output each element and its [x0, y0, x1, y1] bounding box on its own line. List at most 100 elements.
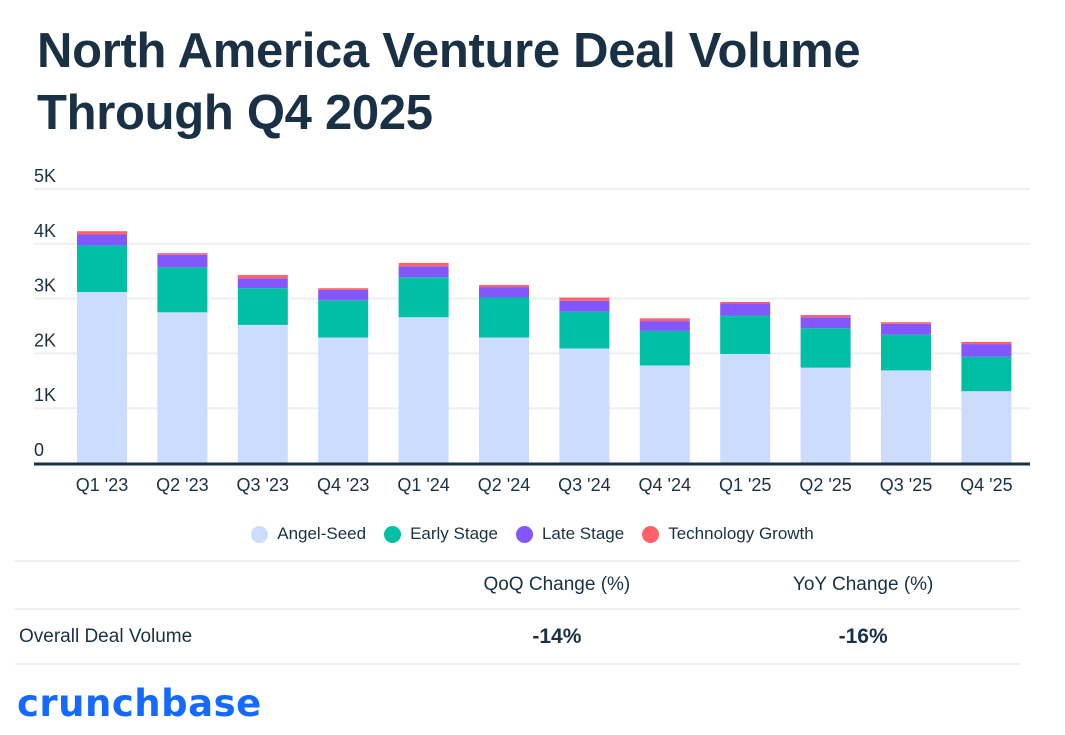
legend-swatch-icon	[251, 525, 269, 543]
legend-item: Technology Growth	[642, 524, 814, 544]
bar-segment-late-stage	[157, 254, 208, 268]
y-tick-label: 3K	[34, 276, 56, 296]
qoq-value: -14%	[532, 624, 582, 648]
legend-label: Angel-Seed	[277, 524, 367, 543]
row-label: Overall Deal Volume	[19, 625, 193, 647]
bar-segment-technology-growth	[881, 322, 931, 324]
legend-item: Early Stage	[384, 524, 498, 544]
yoy-value: -16%	[838, 624, 888, 648]
bar-segment-technology-growth	[559, 297, 610, 301]
table-row: Overall Deal Volume -14% -16%	[15, 608, 1020, 665]
bar-segment-late-stage	[961, 344, 1012, 357]
bar-segment-early-stage	[559, 311, 610, 349]
bar-segment-technology-growth	[318, 288, 369, 290]
bar-segment-early-stage	[157, 267, 208, 313]
bar-segment-angel-seed	[318, 337, 369, 463]
legend-swatch-icon	[515, 525, 533, 543]
x-tick-label: Q3 '23	[237, 475, 289, 495]
legend-item: Late Stage	[515, 524, 625, 544]
bar-segment-technology-growth	[720, 301, 771, 304]
bar-stack	[398, 262, 449, 463]
table-header-yoy: YoY Change (%)	[792, 574, 934, 595]
x-tick-label: Q2 '25	[799, 475, 851, 495]
bar-stack	[77, 231, 127, 463]
bar-segment-late-stage	[639, 321, 690, 331]
bar-segment-angel-seed	[237, 324, 288, 463]
bar-stack	[961, 341, 1012, 463]
y-tick-label: 5K	[34, 166, 56, 186]
bar-stack	[720, 301, 771, 463]
x-tick-label: Q3 '24	[558, 475, 610, 495]
table-header-row: QoQ Change (%) YoY Change (%)	[15, 560, 1020, 608]
legend-swatch-icon	[642, 525, 660, 543]
bar-segment-angel-seed	[639, 365, 690, 463]
x-axis-ticks: Q1 '23 Q2 '23 Q3 '23 Q4 '23 Q1 '24 Q2 '24 Q3 '…	[76, 475, 1013, 495]
bar-stack	[237, 275, 288, 463]
bar-stack	[800, 315, 851, 463]
bar-segment-late-stage	[800, 317, 851, 329]
table-header-qoq: QoQ Change (%)	[483, 574, 631, 595]
legend-label: Late Stage	[541, 524, 625, 543]
bar-segment-angel-seed	[77, 292, 127, 463]
x-tick-label: Q1 '24	[397, 475, 449, 495]
change-table: QoQ Change (%) YoY Change (%) Overall De…	[15, 560, 1020, 665]
bar-segment-technology-growth	[157, 253, 208, 255]
crunchbase-logo: crunchbase	[17, 682, 262, 725]
bar-stack	[559, 297, 610, 463]
x-tick-label: Q2 '23	[156, 475, 208, 495]
bar-segment-angel-seed	[720, 353, 771, 463]
bar-stack	[318, 288, 369, 463]
bar-stack	[639, 318, 690, 463]
bar-segment-late-stage	[881, 323, 931, 335]
bar-segment-early-stage	[961, 356, 1012, 392]
x-tick-label: Q4 '25	[960, 475, 1012, 495]
y-axis-ticks: 0 1K 2K 3K 4K 5K	[34, 166, 56, 460]
bar-segment-late-stage	[398, 266, 449, 278]
bar-segment-late-stage	[720, 303, 771, 316]
bar-segment-late-stage	[237, 278, 288, 289]
x-tick-label: Q4 '24	[639, 475, 691, 495]
bar-segment-technology-growth	[398, 262, 449, 267]
bar-segment-late-stage	[77, 234, 127, 246]
bar-segment-angel-seed	[157, 312, 208, 463]
bar-segment-angel-seed	[559, 348, 610, 463]
bar-segment-technology-growth	[479, 284, 529, 288]
bar-segment-early-stage	[639, 330, 690, 366]
bar-segment-technology-growth	[77, 231, 127, 235]
bar-segment-angel-seed	[881, 370, 931, 463]
bar-segment-late-stage	[479, 287, 529, 298]
bar-segment-technology-growth	[800, 315, 851, 318]
x-tick-label: Q3 '25	[880, 475, 932, 495]
x-tick-label: Q1 '23	[76, 475, 128, 495]
bar-segment-late-stage	[318, 289, 369, 301]
bar-segment-technology-growth	[961, 341, 1012, 345]
bar-segment-early-stage	[318, 300, 369, 338]
bar-segment-angel-seed	[961, 391, 1012, 463]
bar-segment-technology-growth	[237, 275, 288, 279]
bars	[77, 231, 1012, 463]
y-tick-label: 0	[34, 440, 44, 460]
bar-segment-angel-seed	[800, 367, 851, 463]
bar-segment-early-stage	[479, 297, 529, 338]
chart-title: North America Venture Deal Volume Throug…	[37, 24, 861, 140]
x-tick-label: Q2 '24	[478, 475, 530, 495]
legend-item: Angel-Seed	[251, 524, 366, 544]
legend: Angel-Seed Early Stage Late Stage Technolog…	[0, 524, 1065, 544]
bar-stack	[881, 322, 931, 463]
x-tick-label: Q4 '23	[317, 475, 369, 495]
bar-stack	[479, 284, 529, 463]
y-tick-label: 4K	[34, 221, 56, 241]
legend-label: Early Stage	[410, 524, 498, 543]
y-tick-label: 1K	[34, 385, 56, 405]
bar-segment-early-stage	[720, 315, 771, 354]
bar-segment-technology-growth	[639, 318, 690, 322]
bar-segment-early-stage	[237, 288, 288, 325]
bar-segment-early-stage	[800, 328, 851, 368]
bar-segment-late-stage	[559, 300, 610, 312]
bar-segment-angel-seed	[479, 337, 529, 463]
legend-label: Technology Growth	[668, 524, 814, 543]
bar-segment-early-stage	[398, 277, 449, 318]
x-tick-label: Q1 '25	[719, 475, 771, 495]
bar-segment-early-stage	[881, 334, 931, 371]
